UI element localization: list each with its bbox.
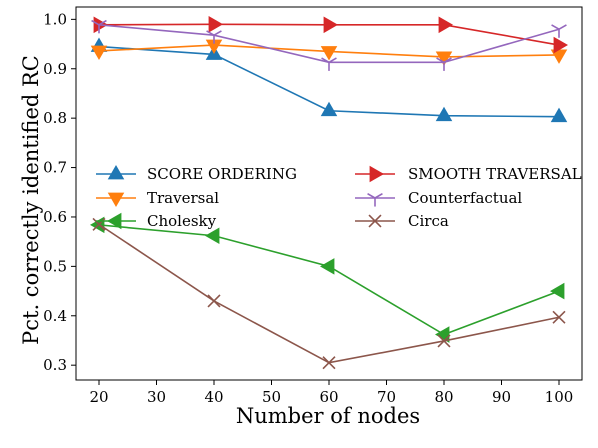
data-point: [436, 57, 452, 71]
legend-label: Cholesky: [147, 212, 217, 230]
legend-label: Traversal: [147, 189, 219, 207]
data-point: [320, 258, 335, 275]
y-tick-label: 0.5: [43, 257, 67, 275]
legend-marker: [107, 165, 125, 180]
x-tick-label: 40: [204, 388, 223, 406]
legend-item: Cholesky: [96, 212, 217, 230]
y-tick-label: 0.9: [43, 60, 67, 78]
y-tick-label: 0.4: [43, 307, 67, 325]
y-tick-label: 0.6: [43, 208, 67, 226]
legend-marker: [107, 212, 122, 230]
data-point: [435, 106, 453, 122]
legend-label: SMOOTH TRAVERSAL: [408, 165, 582, 183]
data-point: [207, 294, 221, 308]
data-point: [322, 356, 336, 370]
y-axis-label: Pct. correctly identified RC: [19, 55, 43, 345]
data-point: [550, 107, 568, 123]
data-point: [91, 19, 107, 34]
x-tick-label: 50: [262, 388, 281, 406]
data-point: [206, 30, 222, 44]
data-point: [323, 16, 338, 34]
legend-item: SCORE ORDERING: [96, 165, 297, 183]
data-point: [553, 36, 568, 54]
y-tick-label: 0.7: [43, 159, 67, 177]
legend-label: Counterfactual: [408, 189, 522, 207]
legend-label: SCORE ORDERING: [147, 165, 297, 183]
y-tick-label: 1.0: [43, 10, 67, 28]
data-point: [550, 49, 568, 64]
data-point: [320, 101, 338, 117]
data-point: [205, 227, 220, 245]
data-point: [208, 16, 223, 33]
data-point: [90, 216, 105, 234]
data-point: [205, 39, 223, 55]
data-point: [550, 282, 565, 300]
x-tick-label: 30: [147, 388, 166, 406]
legend-item: Circa: [355, 212, 449, 230]
legend-marker: [368, 214, 382, 228]
data-point: [552, 310, 566, 324]
y-tick-label: 0.3: [43, 356, 67, 374]
x-axis-label: Number of nodes: [236, 404, 420, 428]
series-line: [98, 224, 560, 336]
legend-label: Circa: [408, 212, 449, 230]
legend-item: Counterfactual: [355, 189, 522, 207]
legend-marker: [369, 165, 384, 183]
x-tick-label: 70: [377, 388, 396, 406]
legend-marker: [107, 192, 125, 207]
x-tick-label: 20: [89, 388, 108, 406]
data-point: [321, 57, 337, 71]
series-smooth-traversal: [93, 16, 568, 54]
series-counterfactual: [91, 19, 567, 71]
x-tick-label: 60: [319, 388, 338, 406]
data-point: [437, 334, 451, 348]
data-point: [435, 51, 453, 66]
series-traversal: [90, 39, 568, 66]
data-point: [90, 45, 108, 60]
data-point: [551, 24, 567, 38]
legend-item: Traversal: [96, 189, 219, 207]
data-point: [320, 46, 338, 61]
legend-marker: [367, 193, 383, 207]
x-tick-label: 80: [434, 388, 453, 406]
legend-item: SMOOTH TRAVERSAL: [355, 165, 582, 183]
series-circa: [92, 217, 566, 370]
series-cholesky: [90, 216, 565, 343]
series-line: [98, 223, 560, 364]
data-point: [438, 16, 453, 34]
legend: SCORE ORDERING Traversal Cholesky SMOOTH TR…: [96, 165, 582, 230]
x-tick-label: 100: [545, 388, 574, 406]
x-tick-label: 90: [492, 388, 511, 406]
y-tick-label: 0.8: [43, 109, 67, 127]
